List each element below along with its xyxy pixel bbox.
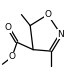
Text: O: O [44, 10, 51, 19]
Text: O: O [8, 52, 15, 61]
Text: O: O [5, 23, 12, 32]
Text: N: N [57, 30, 64, 39]
